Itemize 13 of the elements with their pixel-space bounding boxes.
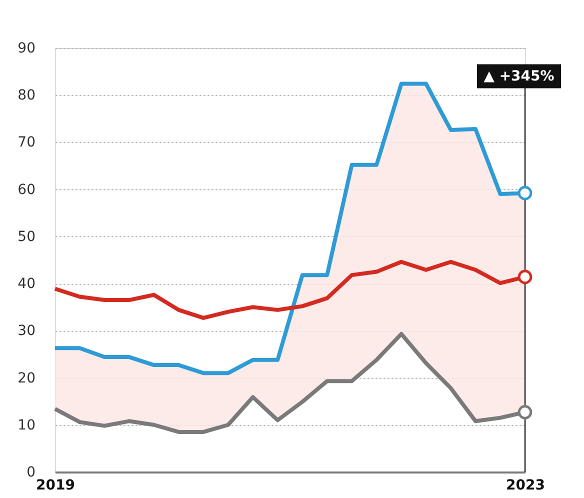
y-tick-label: 80 (18, 88, 36, 104)
y-tick-label: 70 (18, 134, 36, 151)
x-tick-label: 2019 (36, 478, 75, 494)
y-tick-label: 10 (18, 417, 36, 434)
y-tick-label: 50 (18, 228, 36, 245)
y-tick-label: 0 (26, 464, 36, 480)
x-tick-label: 2023 (506, 478, 545, 494)
y-tick-label: 30 (18, 323, 36, 340)
y-tick-label: 40 (18, 276, 36, 292)
y-tick-label: 20 (18, 370, 36, 386)
y-tick-label: 90 (18, 40, 36, 56)
annotation: ▲ +345% (484, 68, 554, 84)
y-tick-label: 60 (18, 182, 36, 198)
